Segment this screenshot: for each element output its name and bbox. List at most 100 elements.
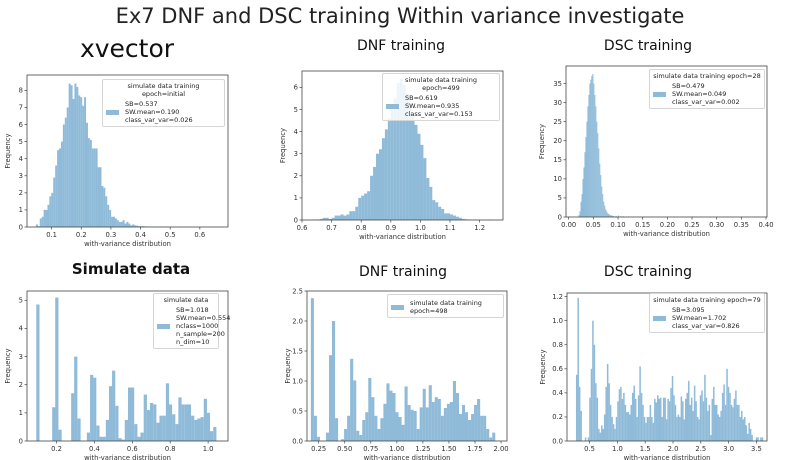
histogram-bar xyxy=(578,215,580,217)
histogram-bar xyxy=(74,83,77,227)
y-tick-label: 0.0 xyxy=(292,437,303,445)
histogram-bar xyxy=(405,93,409,220)
histogram-bar xyxy=(96,425,100,441)
histogram-bar xyxy=(609,214,611,217)
x-tick-label: 0.3 xyxy=(105,231,116,239)
histogram-bar xyxy=(396,82,400,220)
histogram-bar xyxy=(72,98,75,227)
panel-title-xvector: xvector xyxy=(79,34,175,63)
histogram-bar xyxy=(605,209,607,217)
histogram-bar xyxy=(84,97,87,228)
histogram-bar xyxy=(729,392,731,441)
histogram-bar xyxy=(165,383,170,441)
histogram-bar xyxy=(57,150,60,227)
histogram-bar xyxy=(639,366,641,441)
panel-title-dsc-bottom: DSC training xyxy=(603,264,693,280)
x-axis-label: with-variance distribution xyxy=(84,454,171,460)
histogram-bar xyxy=(746,433,749,441)
histogram-bar xyxy=(608,213,610,217)
legend-line: SW.mean=0.049 xyxy=(672,90,727,98)
histogram-bar xyxy=(458,217,462,220)
histogram-bar xyxy=(580,410,582,441)
histogram-bar xyxy=(727,386,730,441)
histogram-bar xyxy=(590,368,593,441)
histogram-bar xyxy=(178,397,182,441)
histogram-bar xyxy=(362,420,366,441)
histogram-bar xyxy=(97,167,100,227)
y-tick-label: 5 xyxy=(294,106,298,114)
histogram-bar xyxy=(646,416,649,441)
histogram-bar xyxy=(665,419,668,441)
y-tick-label: 0.8 xyxy=(552,341,563,349)
histogram-bar xyxy=(109,386,113,441)
histogram-bar xyxy=(356,430,360,441)
histogram-bar xyxy=(168,404,173,441)
histogram-bar xyxy=(596,397,599,441)
y-tick-label: 3 xyxy=(19,353,23,361)
histogram-bar xyxy=(337,215,341,220)
histogram-bar xyxy=(378,149,382,220)
histogram-bar xyxy=(724,404,727,441)
histogram-bar xyxy=(468,420,472,441)
histogram-bar xyxy=(726,368,728,441)
histogram-bar xyxy=(598,428,600,441)
x-tick-label: 0.7 xyxy=(326,224,337,232)
histogram-bar xyxy=(181,404,185,441)
histogram-bar xyxy=(584,437,587,441)
histogram-bar xyxy=(668,401,671,441)
legend-entry: SB=0.537 SW.mean=0.190 class_var_var=0.026 xyxy=(106,100,221,124)
histogram-bar xyxy=(416,429,420,441)
histogram-bar xyxy=(444,213,448,220)
y-tick-label: 5 xyxy=(19,297,23,305)
histogram-bar xyxy=(51,192,54,227)
panel-title-dnf-top: DNF training xyxy=(357,38,445,54)
histogram-bar xyxy=(651,416,653,441)
histogram-bar xyxy=(673,395,675,441)
histogram-bar xyxy=(130,225,133,227)
histogram-bar xyxy=(577,297,579,441)
histogram-bar xyxy=(371,397,375,441)
histogram-bar xyxy=(111,216,114,227)
legend: simulate data SB=1.018 SW.mean=0.554 nclass… xyxy=(153,293,230,349)
y-tick-label: 1.2 xyxy=(552,293,563,301)
histogram-bar xyxy=(612,424,615,441)
histogram-bar xyxy=(674,404,677,441)
histogram-bar xyxy=(64,117,67,227)
histogram-bar xyxy=(581,194,583,217)
histogram-bar xyxy=(60,141,63,227)
y-tick-label: 6 xyxy=(19,121,23,129)
histogram-bar xyxy=(66,107,69,227)
histogram-bar xyxy=(760,437,762,441)
histogram-bar xyxy=(93,377,97,441)
histogram-bar xyxy=(322,217,326,220)
histogram-bar xyxy=(432,200,436,220)
histogram-bar xyxy=(410,409,414,441)
legend-patch xyxy=(653,91,666,97)
x-tick-label: 0.8 xyxy=(165,445,176,453)
histogram-bar xyxy=(386,383,390,441)
histogram-bar xyxy=(492,432,496,441)
histogram-bar xyxy=(105,419,110,441)
histogram-bar xyxy=(419,407,423,441)
histogram-bar xyxy=(455,216,459,220)
histogram-bar xyxy=(633,385,635,441)
histogram-chart-5: 0.5 1.0 1.5 2.0 2.5 3.0 3.5 0.0 0.2 0.4 0.6 0.8 1.0 1… xyxy=(539,292,768,460)
histogram-bar xyxy=(146,410,151,441)
histogram-bar xyxy=(477,399,481,441)
x-tick-label: 2.0 xyxy=(668,445,679,453)
y-tick-label: 0 xyxy=(19,223,23,231)
x-tick-label: 0.2 xyxy=(51,445,62,453)
histogram-bar xyxy=(359,435,363,441)
histogram-bar xyxy=(112,216,115,227)
histogram-bar xyxy=(136,225,139,227)
histogram-bar xyxy=(579,211,581,217)
y-tick-label: 0.6 xyxy=(552,365,563,373)
y-tick-label: 4 xyxy=(19,155,23,163)
histogram-bar xyxy=(200,417,204,441)
histogram-bar xyxy=(426,177,430,220)
histogram-bar xyxy=(325,217,329,220)
histogram-bar xyxy=(636,416,638,441)
x-tick-label: 1.5 xyxy=(640,445,651,453)
histogram-bar xyxy=(340,214,344,220)
legend-line: n_dim=10 xyxy=(176,338,210,346)
